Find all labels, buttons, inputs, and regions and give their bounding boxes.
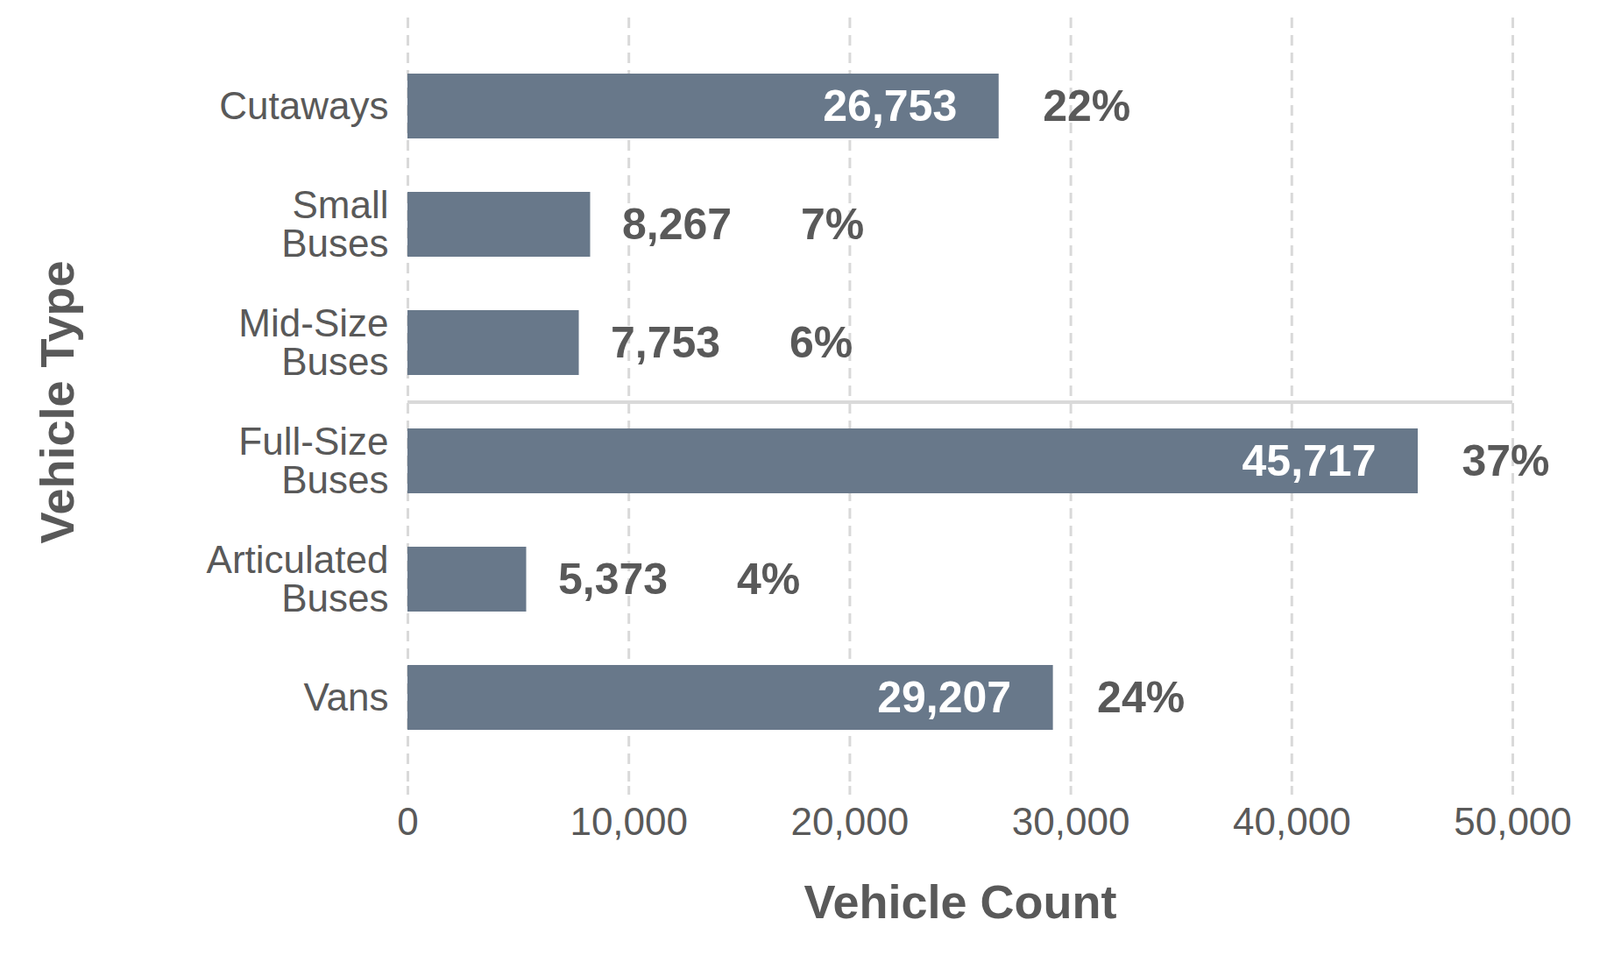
svg-text:7,753: 7,753 [610,318,721,368]
svg-text:26,753: 26,753 [822,81,957,131]
svg-text:Full-SizeBuses: Full-SizeBuses [238,419,389,502]
svg-text:20,000: 20,000 [791,800,910,843]
svg-text:4%: 4% [736,554,800,604]
svg-text:Mid-SizeBuses: Mid-SizeBuses [238,301,389,383]
svg-text:29,207: 29,207 [877,672,1012,723]
svg-text:Vans: Vans [303,675,389,719]
svg-text:10,000: 10,000 [569,800,688,843]
svg-text:24%: 24% [1097,672,1185,723]
svg-text:50,000: 50,000 [1453,800,1572,843]
svg-text:Vehicle Type: Vehicle Type [30,260,84,544]
svg-text:0: 0 [396,800,418,843]
svg-text:7%: 7% [800,199,864,249]
svg-text:Vehicle Count: Vehicle Count [803,875,1117,928]
svg-text:SmallBuses: SmallBuses [281,183,389,265]
svg-text:45,717: 45,717 [1242,436,1377,486]
svg-text:8,267: 8,267 [622,199,732,249]
svg-text:37%: 37% [1461,436,1550,486]
svg-text:ArticulatedBuses: ArticulatedBuses [206,538,390,620]
svg-text:30,000: 30,000 [1012,800,1131,843]
svg-text:6%: 6% [789,318,853,368]
svg-text:5,373: 5,373 [558,554,668,604]
svg-text:22%: 22% [1042,81,1131,131]
svg-text:40,000: 40,000 [1232,800,1352,843]
svg-text:Cutaways: Cutaways [219,84,389,128]
